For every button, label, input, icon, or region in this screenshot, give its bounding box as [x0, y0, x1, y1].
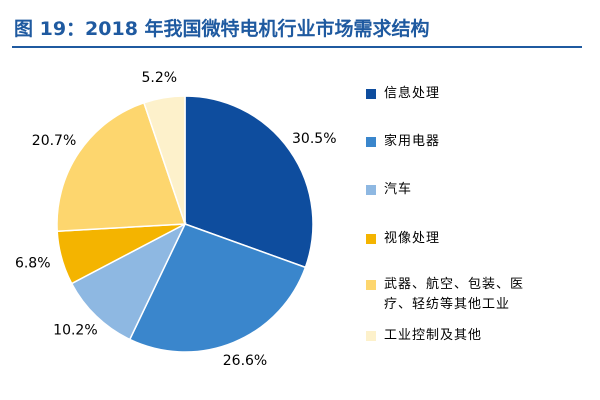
chart-title: 图 19：2018 年我国微特电机行业市场需求结构 [14, 18, 430, 40]
data-label: 30.5% [292, 131, 336, 147]
legend-swatch [366, 185, 376, 195]
legend-label: 家用电器 [384, 134, 441, 149]
legend-swatch [366, 234, 376, 244]
pie-slice [128, 223, 307, 353]
data-label: 26.6% [223, 353, 267, 369]
legend-swatch [366, 137, 376, 147]
pie-slice [70, 222, 187, 341]
data-label: 5.2% [142, 70, 178, 86]
pie-slice [184, 95, 314, 269]
legend-item: 汽车 [366, 180, 534, 200]
data-label: 10.2% [53, 323, 97, 339]
legend-item: 视像处理 [366, 229, 534, 249]
legend-item: 家用电器 [366, 132, 534, 152]
legend-swatch [366, 331, 376, 341]
legend-label: 工业控制及其他 [384, 328, 483, 343]
legend-label: 信息处理 [384, 86, 441, 101]
legend-swatch [366, 280, 376, 290]
data-label: 6.8% [15, 256, 51, 272]
legend-label: 武器、航空、包装、医疗、轻纺等其他工业 [384, 277, 525, 312]
legend-item: 信息处理 [366, 84, 534, 104]
pie-slice [56, 101, 187, 233]
pie-slice [142, 95, 186, 225]
legend-item: 武器、航空、包装、医疗、轻纺等其他工业 [366, 275, 534, 315]
title-rule [12, 46, 582, 48]
legend-label: 视像处理 [384, 231, 441, 246]
data-label: 20.7% [32, 133, 76, 149]
legend-label: 汽车 [384, 182, 413, 197]
legend-swatch [366, 89, 376, 99]
legend-item: 工业控制及其他 [366, 326, 534, 346]
